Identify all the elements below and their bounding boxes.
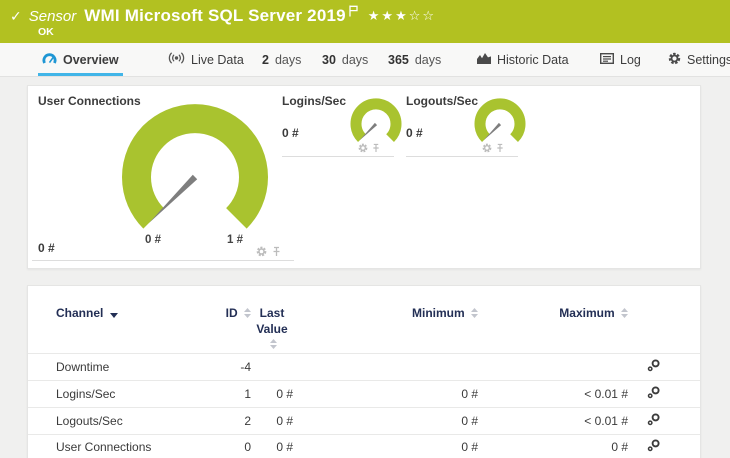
sensor-header: ✓ Sensor WMI Microsoft SQL Server 2019 ★… xyxy=(0,0,730,43)
page-title: WMI Microsoft SQL Server 2019 xyxy=(84,6,346,25)
channel-maximum: < 0.01 # xyxy=(584,413,628,428)
logins-gauge xyxy=(350,98,402,142)
tab-live-data[interactable]: Live Data xyxy=(168,43,244,76)
column-header-channel[interactable]: Channel xyxy=(56,306,206,322)
tab-log[interactable]: Log xyxy=(599,43,641,76)
tab-bar: Overview Live Data 2 days 30 days 365 da… xyxy=(0,43,730,77)
logouts-gauge-value: 0 # xyxy=(406,126,423,140)
gauge-settings-gear-icon[interactable] xyxy=(482,143,492,153)
sort-icon xyxy=(471,308,478,318)
channel-name: Logouts/Sec xyxy=(56,413,123,428)
primary-gauge-title: User Connections xyxy=(38,94,141,108)
tab-2-days-unit: days xyxy=(274,52,302,67)
gauge-scale-max: 1 # xyxy=(227,234,243,246)
tab-2-days-number: 2 xyxy=(262,52,269,67)
status-check-icon: ✓ xyxy=(10,7,22,24)
gauge-settings-gear-icon[interactable] xyxy=(358,143,368,153)
gauges-panel: User Connections 0 # 1 # 0 # Logins/Sec … xyxy=(27,85,701,269)
tab-historic-data-label: Historic Data xyxy=(497,52,569,67)
sort-icon xyxy=(244,308,251,318)
gauge-needle xyxy=(149,174,198,223)
column-header-minimum[interactable]: Minimum xyxy=(293,306,478,322)
channels-table-panel: Channel ID Last Value Minimum Maximum Do… xyxy=(27,285,701,458)
priority-stars[interactable]: ★★★☆☆ xyxy=(367,8,437,23)
logouts-gauge-block: Logouts/Sec 0 # xyxy=(406,94,526,157)
channel-minimum: 0 # xyxy=(461,386,478,401)
log-icon xyxy=(599,52,615,67)
tab-settings-label: Settings xyxy=(687,52,730,67)
tab-30-days[interactable]: 30 days xyxy=(322,43,368,76)
tab-live-data-label: Live Data xyxy=(191,52,244,67)
gauge-icon xyxy=(42,52,57,68)
tab-log-label: Log xyxy=(620,52,641,67)
tab-historic-data[interactable]: Historic Data xyxy=(477,43,569,76)
gauge-settings-gear-icon[interactable] xyxy=(256,246,267,257)
gauge-pin-icon[interactable] xyxy=(272,246,281,257)
channel-last-value: 0 # xyxy=(276,440,293,455)
tab-30-days-number: 30 xyxy=(322,52,336,67)
tab-365-days[interactable]: 365 days xyxy=(388,43,441,76)
channel-minimum: 0 # xyxy=(461,440,478,455)
tab-365-days-unit: days xyxy=(414,52,442,67)
channel-last-value: 0 # xyxy=(276,386,293,401)
live-data-icon xyxy=(168,52,185,67)
tab-overview[interactable]: Overview xyxy=(38,43,123,76)
tab-30-days-unit: days xyxy=(341,52,369,67)
gauge-scale-min: 0 # xyxy=(145,234,161,246)
logins-gauge-title: Logins/Sec xyxy=(282,94,347,108)
channel-id: 1 xyxy=(244,386,251,401)
logouts-gauge-title: Logouts/Sec xyxy=(406,94,479,108)
table-row: User Connections 0 0 # 0 # 0 # xyxy=(28,433,700,458)
gear-icon xyxy=(668,52,681,68)
logins-gauge-value: 0 # xyxy=(282,126,299,140)
tab-2-days[interactable]: 2 days xyxy=(262,43,301,76)
tab-settings[interactable]: Settings xyxy=(668,43,730,76)
sort-icon xyxy=(621,308,628,318)
channel-name: User Connections xyxy=(56,440,152,455)
table-header-row: Channel ID Last Value Minimum Maximum xyxy=(28,306,700,353)
channel-maximum: 0 # xyxy=(611,440,628,455)
channel-settings-icon[interactable] xyxy=(647,439,660,452)
status-badge: OK xyxy=(38,26,54,38)
logouts-gauge xyxy=(474,98,526,142)
divider xyxy=(32,260,294,261)
sort-desc-icon xyxy=(109,313,118,318)
table-row: Logins/Sec 1 0 # 0 # < 0.01 # xyxy=(28,379,700,407)
tab-365-days-number: 365 xyxy=(388,52,409,67)
channel-id: 2 xyxy=(244,413,251,428)
channel-id: 0 xyxy=(244,440,251,455)
tab-overview-label: Overview xyxy=(63,52,119,67)
sensor-kind-label: Sensor xyxy=(28,7,77,25)
column-header-maximum[interactable]: Maximum xyxy=(478,306,628,322)
table-row: Logouts/Sec 2 0 # 0 # < 0.01 # xyxy=(28,406,700,434)
channel-id: -4 xyxy=(240,359,251,374)
channel-minimum: 0 # xyxy=(461,413,478,428)
user-connections-gauge xyxy=(122,104,268,229)
column-header-id[interactable]: ID xyxy=(206,306,251,322)
logins-gauge-block: Logins/Sec 0 # xyxy=(282,94,402,157)
primary-gauge-value: 0 # xyxy=(38,241,55,255)
channel-settings-icon[interactable] xyxy=(647,359,660,372)
gauge-needle xyxy=(483,122,502,141)
column-header-last-value[interactable]: Last Value xyxy=(251,306,293,353)
channel-last-value: 0 # xyxy=(276,413,293,428)
flag-icon[interactable] xyxy=(349,4,358,22)
channel-settings-icon[interactable] xyxy=(647,413,660,426)
table-row: Downtime -4 xyxy=(28,352,700,380)
sort-icon xyxy=(270,339,277,350)
gauge-pin-icon[interactable] xyxy=(496,143,504,153)
channel-maximum: < 0.01 # xyxy=(584,386,628,401)
channel-name: Downtime xyxy=(56,359,110,374)
channel-name: Logins/Sec xyxy=(56,386,116,401)
gauge-needle xyxy=(359,122,378,141)
gauge-pin-icon[interactable] xyxy=(372,143,380,153)
chart-icon xyxy=(477,52,491,67)
channel-settings-icon[interactable] xyxy=(647,386,660,399)
